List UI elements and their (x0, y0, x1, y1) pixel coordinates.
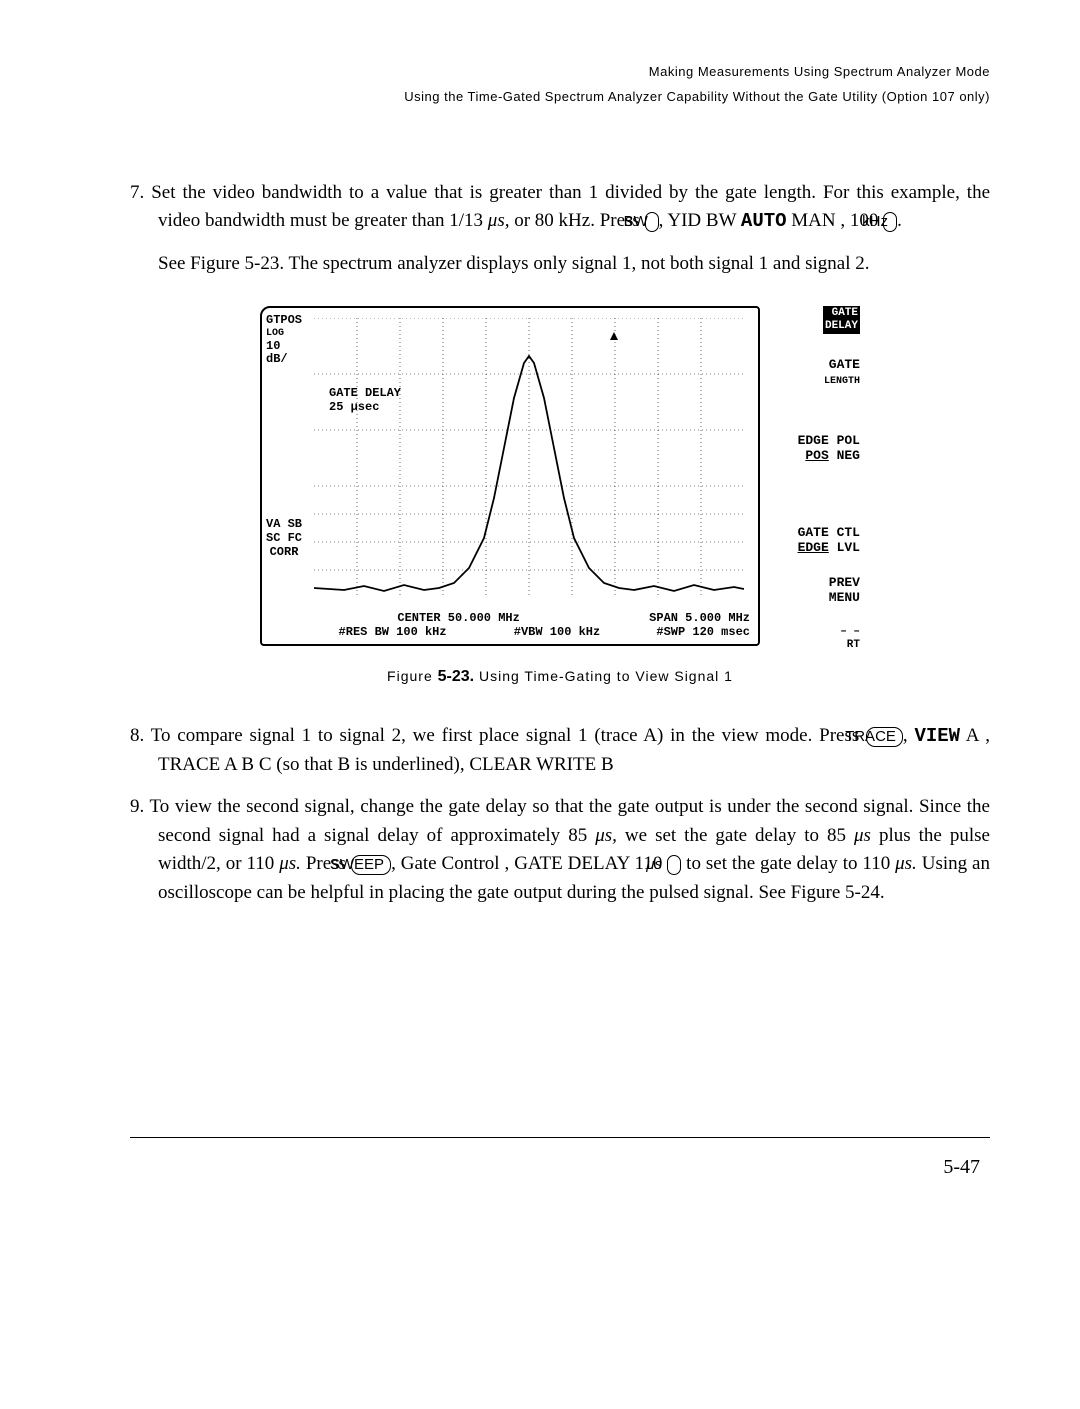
step-7: 7. Set the video bandwidth to a value th… (130, 179, 990, 236)
step7-text-c: , YID BW (659, 210, 741, 231)
khz-key: kHz (883, 212, 897, 232)
step-number: 7. (130, 182, 144, 203)
auto-text: AUTO (741, 210, 787, 232)
sweep-key: SWEEP (351, 855, 391, 875)
step9-text-f: to set the gate delay to 110 (681, 853, 895, 874)
menu-edge-pol: EDGE POLPOS NEG (798, 434, 860, 464)
step-number-9: 9. (130, 796, 144, 817)
step9-mu4: μs. (895, 853, 917, 874)
step8-text-a: To compare signal 1 to signal 2, we firs… (151, 725, 866, 746)
figure-5-23: GTPOS LOG 10 dB/ VA SB SC FC CORR (130, 306, 990, 646)
step-number-8: 8. (130, 725, 144, 746)
swp-label: #SWP 120 msec (656, 625, 750, 639)
span-label: SPAN 5.000 MHz (649, 611, 750, 625)
caption-prefix: Figure (387, 668, 438, 684)
page-number: 5-47 (130, 1156, 990, 1179)
db-label: dB/ (266, 353, 302, 367)
page-header: Making Measurements Using Spectrum Analy… (130, 60, 990, 109)
va-label: VA SB (266, 518, 302, 532)
step9-text-e: , Gate Control , GATE DELAY 110 (391, 853, 667, 874)
analyzer-screen: GTPOS LOG 10 dB/ VA SB SC FC CORR (260, 306, 760, 646)
res-bw: #RES BW 100 kHz (324, 625, 446, 639)
step7-para2: See Figure 5-23. The spectrum analyzer d… (158, 250, 990, 279)
gate-delay-value: 25 μsec (329, 400, 379, 414)
menu-prev: PREVMENU (829, 576, 860, 606)
analyzer-grid: GATE DELAY 25 μsec (314, 318, 744, 598)
menu-gate-ctl: GATE CTLEDGE LVL (798, 526, 860, 556)
bw-key: BW (645, 212, 659, 232)
menu-gate-delay-hl: GATEDELAY (823, 306, 860, 333)
header-line-2: Using the Time-Gated Spectrum Analyzer C… (130, 85, 990, 108)
trace-key: TRACE (866, 727, 903, 747)
caption-num: 5-23. (438, 668, 474, 685)
figure-caption: Figure 5-23. Using Time-Gating to View S… (130, 668, 990, 686)
caption-text: Using Time-Gating to View Signal 1 (474, 668, 733, 684)
gtpos-label: GTPOS (266, 314, 302, 328)
sc-label: SC FC (266, 532, 302, 546)
vbw-label: #VBW 100 kHz (514, 625, 600, 639)
menu-gate-length: GATELENGTH (824, 358, 860, 388)
softkey-menu: GATEDELAY GATELENGTH EDGE POLPOS NEG GAT… (768, 306, 860, 646)
corr-label: CORR (266, 546, 302, 560)
step7-mu1: μs, (488, 210, 510, 231)
menu-rt: – –RT (840, 626, 860, 651)
step9-mu2: μs (854, 825, 871, 846)
footer-rule (130, 1137, 990, 1138)
ten-label: 10 (266, 340, 302, 354)
log-label: LOG (266, 328, 302, 340)
header-line-1: Making Measurements Using Spectrum Analy… (130, 60, 990, 83)
view-text: VIEW (914, 725, 960, 747)
step7-text-e: . (897, 210, 902, 231)
us-key: μs (667, 855, 681, 875)
step8-text-b: , (903, 725, 915, 746)
step9-mu1: μs, (595, 825, 617, 846)
step9-text-b: we set the gate delay to 85 (617, 825, 854, 846)
center-freq: CENTER 50.000 MHz (397, 611, 519, 625)
step-9: 9. To view the second signal, change the… (130, 793, 990, 907)
step-8: 8. To compare signal 1 to signal 2, we f… (130, 722, 990, 779)
step9-mu3: μs. (279, 853, 301, 874)
gate-delay-label: GATE DELAY (329, 386, 402, 400)
